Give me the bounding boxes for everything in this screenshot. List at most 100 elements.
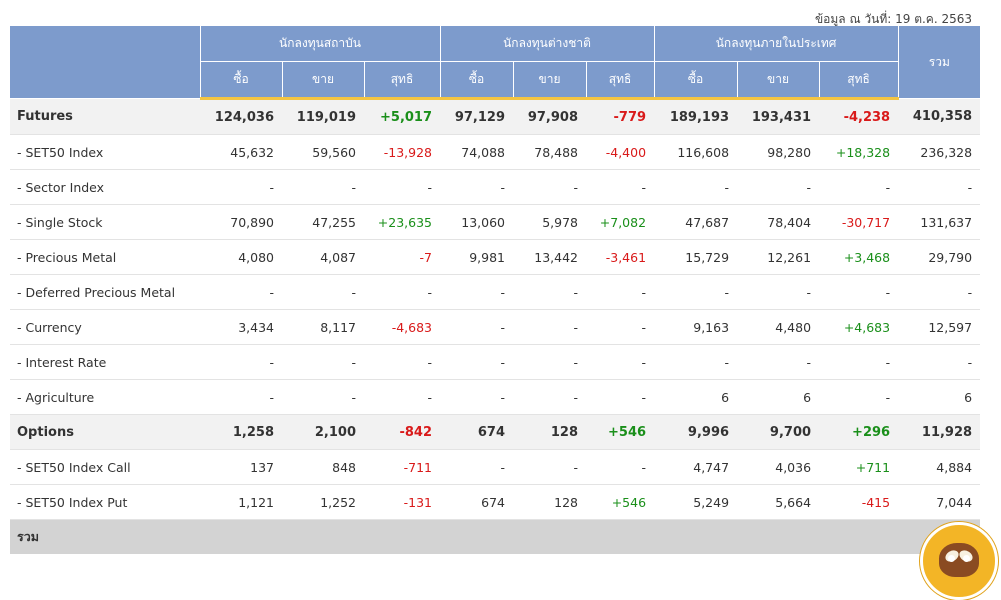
value-cell: 116,608 — [654, 134, 738, 170]
value-cell: 45,632 — [200, 134, 282, 170]
net-cell: -4,238 — [819, 98, 899, 135]
header-sell: ขาย — [736, 61, 820, 100]
net-cell: +546 — [586, 414, 655, 450]
table-row: - Deferred Precious Metal - - - - - - - - - - — [10, 274, 981, 310]
table-body: Futures 124,036 119,019 +5,017 97,129 97,908-… — [10, 98, 981, 520]
value-cell: 848 — [282, 449, 364, 485]
row-label: - Single Stock — [10, 204, 200, 240]
bull-eye-right — [963, 555, 970, 562]
value-cell: - — [200, 274, 282, 310]
bull-face — [939, 543, 979, 577]
value-cell: 1,252 — [282, 484, 364, 520]
net-cell: -4,400 — [586, 134, 655, 170]
value-cell: 193,431 — [737, 98, 820, 135]
value-cell: 674 — [440, 484, 514, 520]
value-cell: 128 — [513, 414, 587, 450]
header-group-domestic: นักลงทุนภายในประเทศ — [653, 26, 899, 62]
value-cell: - — [513, 169, 587, 205]
net-cell: - — [819, 274, 899, 310]
table-row: - SET50 Index 45,632 59,560 -13,928 74,088 78… — [10, 134, 981, 170]
header-sell: ขาย — [512, 61, 587, 100]
net-cell: -779 — [586, 98, 655, 135]
grand-total-row: รวม 42 — [10, 519, 981, 554]
value-cell: 119,019 — [282, 98, 364, 135]
value-cell: 78,404 — [737, 204, 820, 240]
net-cell: +296 — [819, 414, 899, 450]
value-cell: - — [200, 379, 282, 415]
value-cell: 9,996 — [654, 414, 738, 450]
total-cell: - — [898, 169, 981, 205]
header-net: สุทธิ — [585, 61, 655, 100]
value-cell: - — [737, 344, 820, 380]
value-cell: 9,981 — [440, 239, 514, 275]
value-cell: 78,488 — [513, 134, 587, 170]
bull-mascot-icon[interactable] — [920, 522, 998, 600]
header-buy: ซื้อ — [653, 61, 738, 100]
investor-trading-table: นักลงทุนสถาบัน นักลงทุนต่างชาติ นักลงทุน… — [10, 26, 981, 554]
value-cell: 1,258 — [200, 414, 282, 450]
value-cell: 8,117 — [282, 309, 364, 345]
value-cell: - — [513, 274, 587, 310]
table-row: - SET50 Index Put 1,121 1,252 -131 674 128 +54… — [10, 484, 981, 520]
value-cell: 4,036 — [737, 449, 820, 485]
table-row: - Sector Index - - - - - - - - - - — [10, 169, 981, 205]
value-cell: 9,163 — [654, 309, 738, 345]
row-label: - Precious Metal — [10, 239, 200, 275]
value-cell: - — [654, 169, 738, 205]
value-cell: - — [282, 274, 364, 310]
total-cell: 4,884 — [898, 449, 981, 485]
grand-total-spacer — [200, 519, 899, 554]
value-cell: - — [513, 344, 587, 380]
value-cell: 2,100 — [282, 414, 364, 450]
value-cell: - — [737, 169, 820, 205]
value-cell: 70,890 — [200, 204, 282, 240]
net-cell: +5,017 — [364, 98, 441, 135]
value-cell: 5,664 — [737, 484, 820, 520]
net-cell: - — [364, 274, 441, 310]
total-cell: 11,928 — [898, 414, 981, 450]
header-buy: ซื้อ — [439, 61, 514, 100]
value-cell: 6 — [654, 379, 738, 415]
value-cell: 5,249 — [654, 484, 738, 520]
header-group-foreign: นักลงทุนต่างชาติ — [439, 26, 655, 62]
net-cell: - — [364, 169, 441, 205]
net-cell: -842 — [364, 414, 441, 450]
total-cell: 131,637 — [898, 204, 981, 240]
value-cell: - — [440, 449, 514, 485]
value-cell: 13,060 — [440, 204, 514, 240]
table-row: - Single Stock 70,890 47,255 +23,635 13,060 5… — [10, 204, 981, 240]
value-cell: 4,080 — [200, 239, 282, 275]
net-cell: -711 — [364, 449, 441, 485]
net-cell: - — [586, 379, 655, 415]
header-sell: ขาย — [281, 61, 364, 100]
value-cell: - — [654, 344, 738, 380]
value-cell: - — [513, 449, 587, 485]
net-cell: - — [586, 449, 655, 485]
value-cell: - — [440, 274, 514, 310]
total-cell: 29,790 — [898, 239, 981, 275]
value-cell: 59,560 — [282, 134, 364, 170]
value-cell: 15,729 — [654, 239, 738, 275]
row-label: - Currency — [10, 309, 200, 345]
net-cell: - — [586, 274, 655, 310]
total-cell: 7,044 — [898, 484, 981, 520]
total-cell: - — [898, 344, 981, 380]
value-cell: 97,129 — [440, 98, 514, 135]
value-cell: - — [282, 379, 364, 415]
value-cell: 47,255 — [282, 204, 364, 240]
value-cell: 189,193 — [654, 98, 738, 135]
total-cell: 6 — [898, 379, 981, 415]
value-cell: - — [654, 274, 738, 310]
header-buy: ซื้อ — [199, 61, 282, 100]
net-cell: - — [819, 344, 899, 380]
as-of-date: ข้อมูล ณ วันที่: 19 ต.ค. 2563 — [814, 12, 972, 26]
value-cell: 5,978 — [513, 204, 587, 240]
table-row: - Interest Rate - - - - - - - - - - — [10, 344, 981, 380]
value-cell: 3,434 — [200, 309, 282, 345]
row-label: - SET50 Index Put — [10, 484, 200, 520]
header-net: สุทธิ — [363, 61, 441, 100]
total-cell: 410,358 — [898, 98, 981, 135]
net-cell: - — [364, 344, 441, 380]
net-cell: - — [819, 379, 899, 415]
row-label: Options — [10, 414, 200, 450]
